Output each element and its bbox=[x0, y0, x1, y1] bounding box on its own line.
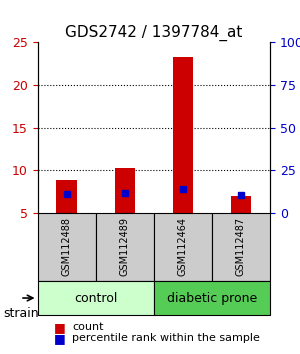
Text: GSM112488: GSM112488 bbox=[61, 217, 72, 276]
FancyBboxPatch shape bbox=[38, 213, 96, 281]
Bar bbox=[115, 168, 135, 213]
Text: GSM112487: GSM112487 bbox=[236, 217, 246, 276]
Bar bbox=[172, 57, 193, 213]
Text: ■: ■ bbox=[54, 321, 66, 334]
Bar bbox=[56, 181, 77, 213]
Title: GDS2742 / 1397784_at: GDS2742 / 1397784_at bbox=[65, 25, 242, 41]
FancyBboxPatch shape bbox=[96, 213, 154, 281]
FancyBboxPatch shape bbox=[154, 281, 270, 315]
Text: percentile rank within the sample: percentile rank within the sample bbox=[72, 333, 260, 343]
Text: count: count bbox=[72, 322, 104, 332]
Text: control: control bbox=[74, 292, 117, 304]
Text: GSM112489: GSM112489 bbox=[120, 217, 130, 276]
FancyBboxPatch shape bbox=[38, 281, 154, 315]
Text: diabetic prone: diabetic prone bbox=[167, 292, 257, 304]
FancyBboxPatch shape bbox=[154, 213, 212, 281]
Text: ■: ■ bbox=[54, 332, 66, 344]
Text: strain: strain bbox=[3, 307, 39, 320]
FancyBboxPatch shape bbox=[212, 213, 270, 281]
Text: GSM112464: GSM112464 bbox=[178, 217, 188, 276]
Bar bbox=[231, 196, 251, 213]
